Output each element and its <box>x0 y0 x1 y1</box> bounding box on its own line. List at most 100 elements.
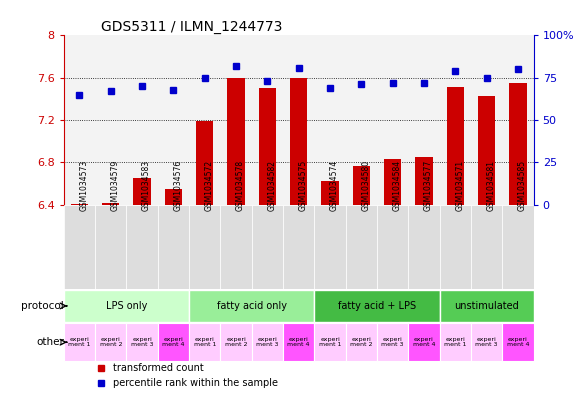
Bar <box>415 157 433 205</box>
Bar <box>95 35 126 205</box>
Bar <box>314 323 346 361</box>
Bar <box>165 189 182 205</box>
Bar <box>408 35 440 205</box>
Bar <box>408 205 440 289</box>
Bar <box>321 182 339 205</box>
Text: experi
ment 3: experi ment 3 <box>256 337 278 347</box>
Text: experi
ment 3: experi ment 3 <box>476 337 498 347</box>
Bar <box>471 323 502 361</box>
Bar <box>259 88 276 205</box>
Text: GSM1034583: GSM1034583 <box>142 160 151 211</box>
Bar <box>133 178 151 205</box>
Bar <box>220 205 252 289</box>
Bar <box>220 35 252 205</box>
Text: unstimulated: unstimulated <box>454 301 519 311</box>
Bar <box>478 95 495 205</box>
Text: experi
ment 1: experi ment 1 <box>444 337 466 347</box>
Text: GSM1034576: GSM1034576 <box>173 160 183 211</box>
Text: experi
ment 3: experi ment 3 <box>131 337 153 347</box>
Text: transformed count: transformed count <box>113 363 204 373</box>
Bar <box>447 87 464 205</box>
Bar <box>440 205 471 289</box>
Text: experi
ment 2: experi ment 2 <box>225 337 247 347</box>
Bar <box>314 205 346 289</box>
Bar <box>283 323 314 361</box>
Bar <box>252 323 283 361</box>
Bar <box>158 323 189 361</box>
Bar <box>290 78 307 205</box>
Bar <box>158 35 189 205</box>
Bar <box>440 323 471 361</box>
Bar <box>471 35 502 205</box>
Bar <box>189 35 220 205</box>
Text: other: other <box>36 337 64 347</box>
Bar <box>502 35 534 205</box>
Bar <box>314 290 440 321</box>
Text: experi
ment 1: experi ment 1 <box>68 337 90 347</box>
Text: experi
ment 4: experi ment 4 <box>288 337 310 347</box>
Bar <box>126 35 158 205</box>
Bar <box>283 205 314 289</box>
Text: fatty acid + LPS: fatty acid + LPS <box>338 301 416 311</box>
Bar <box>102 202 119 205</box>
Text: LPS only: LPS only <box>106 301 147 311</box>
Bar <box>71 204 88 205</box>
Bar <box>64 35 95 205</box>
Bar <box>64 323 95 361</box>
Bar <box>283 35 314 205</box>
Bar <box>126 205 158 289</box>
Text: GDS5311 / ILMN_1244773: GDS5311 / ILMN_1244773 <box>102 20 283 34</box>
Text: GSM1034572: GSM1034572 <box>205 160 214 211</box>
Bar <box>346 205 377 289</box>
Bar <box>95 205 126 289</box>
Bar <box>377 205 408 289</box>
Bar <box>440 35 471 205</box>
Bar <box>471 205 502 289</box>
Text: GSM1034581: GSM1034581 <box>487 160 496 211</box>
Text: experi
ment 1: experi ment 1 <box>319 337 341 347</box>
Bar <box>189 323 220 361</box>
Bar <box>377 35 408 205</box>
Bar <box>440 290 534 321</box>
Text: experi
ment 1: experi ment 1 <box>194 337 216 347</box>
Bar <box>64 290 189 321</box>
Bar <box>220 323 252 361</box>
Text: GSM1034578: GSM1034578 <box>236 160 245 211</box>
Bar <box>227 78 245 205</box>
Text: GSM1034577: GSM1034577 <box>424 160 433 211</box>
Text: experi
ment 4: experi ment 4 <box>413 337 435 347</box>
Bar <box>252 35 283 205</box>
Text: GSM1034575: GSM1034575 <box>299 160 308 211</box>
Bar <box>95 323 126 361</box>
Text: GSM1034584: GSM1034584 <box>393 160 402 211</box>
Bar <box>196 121 213 205</box>
Bar <box>314 35 346 205</box>
Text: GSM1034571: GSM1034571 <box>455 160 465 211</box>
Text: experi
ment 2: experi ment 2 <box>350 337 372 347</box>
Bar <box>384 159 401 205</box>
Text: protocol: protocol <box>21 301 64 311</box>
Text: fatty acid only: fatty acid only <box>217 301 287 311</box>
Bar <box>346 35 377 205</box>
Text: GSM1034582: GSM1034582 <box>267 160 277 211</box>
Text: GSM1034585: GSM1034585 <box>518 160 527 211</box>
Text: percentile rank within the sample: percentile rank within the sample <box>113 378 278 388</box>
Bar <box>502 323 534 361</box>
Bar <box>377 323 408 361</box>
Text: GSM1034574: GSM1034574 <box>330 160 339 211</box>
Text: GSM1034580: GSM1034580 <box>361 160 371 211</box>
Bar <box>189 290 314 321</box>
Bar <box>126 323 158 361</box>
Bar <box>64 205 95 289</box>
Text: experi
ment 4: experi ment 4 <box>162 337 184 347</box>
Bar <box>158 205 189 289</box>
Text: GSM1034573: GSM1034573 <box>79 160 89 211</box>
Bar <box>346 323 377 361</box>
Text: experi
ment 2: experi ment 2 <box>100 337 122 347</box>
Bar <box>509 83 527 205</box>
Text: experi
ment 4: experi ment 4 <box>507 337 529 347</box>
Text: GSM1034579: GSM1034579 <box>111 160 120 211</box>
Bar <box>353 165 370 205</box>
Bar <box>408 323 440 361</box>
Bar <box>189 205 220 289</box>
